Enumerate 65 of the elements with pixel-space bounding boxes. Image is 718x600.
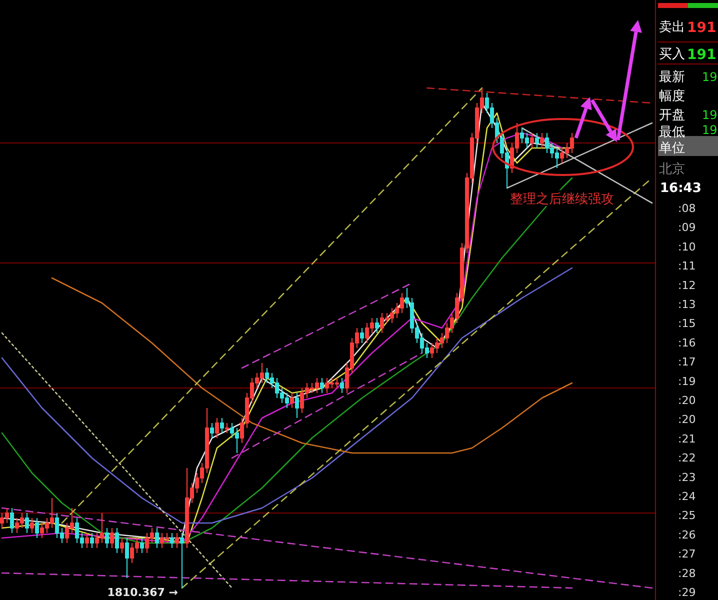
text: :10 [678, 240, 696, 254]
text: 191 [687, 20, 716, 36]
text: 卖出 [659, 20, 685, 35]
text: :20 [678, 413, 696, 426]
candlestick [375, 318, 379, 334]
text: 19 [702, 70, 718, 84]
text: :23 [678, 470, 696, 484]
candlestick [105, 528, 109, 548]
text: :20 [678, 394, 696, 407]
candlestick [140, 538, 144, 554]
candlestick [530, 132, 534, 148]
candlestick [340, 378, 344, 394]
text: 开盘 [659, 108, 685, 123]
candlestick [10, 508, 14, 534]
text: :29 [678, 586, 696, 599]
candlestick [120, 538, 124, 554]
text: :15 [678, 317, 696, 330]
candlestick [535, 132, 539, 148]
text: :21 [678, 432, 696, 446]
text: :13 [678, 298, 696, 311]
candlestick [210, 422, 214, 438]
candlestick [175, 532, 179, 548]
text: :22 [678, 452, 696, 465]
text: 191 [687, 47, 716, 63]
candlestick [110, 528, 114, 548]
text: :25 [678, 509, 696, 522]
text: 单位 [659, 141, 685, 156]
text: :27 [678, 548, 696, 561]
candlestick [220, 418, 224, 434]
candlestick [225, 422, 229, 434]
text: :19 [678, 374, 696, 388]
text: :24 [678, 490, 696, 503]
text: 最低 [659, 125, 685, 140]
candlestick [540, 132, 544, 148]
candlestick [360, 328, 364, 344]
text: 19 [702, 123, 718, 137]
text: :28 [678, 566, 696, 580]
annotation: 1810.367 → [107, 586, 178, 599]
text: 北京 [659, 162, 685, 177]
candlestick [170, 532, 174, 548]
candlestick [115, 528, 119, 554]
text: :16 [678, 336, 696, 350]
text: 买入 [659, 47, 685, 62]
candlestick [30, 518, 34, 534]
text: :26 [678, 528, 696, 542]
text: :17 [678, 356, 696, 369]
text: :12 [678, 278, 696, 292]
candlestick [90, 532, 94, 548]
candlestick [125, 538, 129, 578]
text: 16:43 [660, 181, 702, 196]
candlestick [85, 532, 89, 548]
candlestick [295, 392, 299, 418]
candlestick [25, 512, 29, 534]
text: 幅度 [659, 88, 685, 104]
text: 19 [702, 108, 718, 122]
candlestick [215, 418, 219, 438]
text: :08 [678, 202, 696, 215]
candlestick [290, 392, 294, 408]
candlestick [320, 378, 324, 394]
text: :09 [678, 221, 696, 234]
candlestick [155, 528, 159, 548]
candlestick [180, 532, 184, 588]
text: :11 [678, 260, 696, 273]
candlestick [35, 518, 39, 538]
text: 最新 [659, 70, 685, 85]
